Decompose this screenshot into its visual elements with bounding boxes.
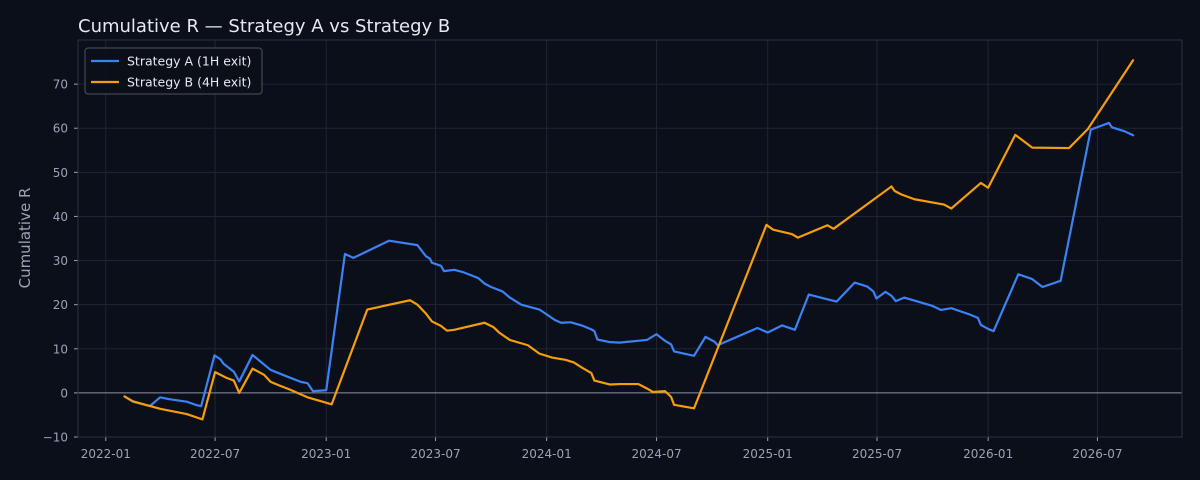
legend-box: [84, 47, 263, 95]
x-tick-label: 2025-01: [743, 447, 793, 461]
x-tick-label: 2022-01: [81, 447, 131, 461]
series-line-strategy-b: [123, 59, 1135, 421]
series-layer: [123, 59, 1135, 421]
x-tick-label: 2023-07: [410, 447, 460, 461]
legend: Strategy A (1H exit) Strategy B (4H exit): [84, 47, 263, 95]
y-axis-label: Cumulative R: [16, 188, 34, 289]
y-tick-label: −10: [43, 431, 68, 445]
x-tick-label: 2022-07: [190, 447, 240, 461]
legend-label: Strategy A (1H exit): [127, 54, 251, 69]
y-tick-label: 60: [53, 122, 68, 136]
y-tick-label: 20: [53, 298, 68, 312]
x-tick-label: 2026-01: [963, 447, 1013, 461]
y-tick-label: 70: [53, 78, 68, 92]
y-tick-label: 50: [53, 166, 68, 180]
y-tick-label: 40: [53, 210, 68, 224]
x-tick-label: 2026-07: [1072, 447, 1122, 461]
series-line-strategy-a: [123, 121, 1135, 408]
y-tick-label: 0: [60, 386, 68, 400]
x-tick-label: 2024-01: [522, 447, 572, 461]
chart-title: Cumulative R — Strategy A vs Strategy B: [78, 16, 450, 37]
y-tick-label: 10: [53, 342, 68, 356]
y-tick-label: 30: [53, 254, 68, 268]
legend-label: Strategy B (4H exit): [127, 75, 251, 90]
x-tick-label: 2024-07: [632, 447, 682, 461]
x-tick-label: 2023-01: [301, 447, 351, 461]
x-tick-label: 2025-07: [852, 447, 902, 461]
axes: 2022-01 2022-07 2023-01 2023-07 2024-01 2024-…: [43, 39, 1183, 461]
plot-frame: [77, 39, 1183, 438]
